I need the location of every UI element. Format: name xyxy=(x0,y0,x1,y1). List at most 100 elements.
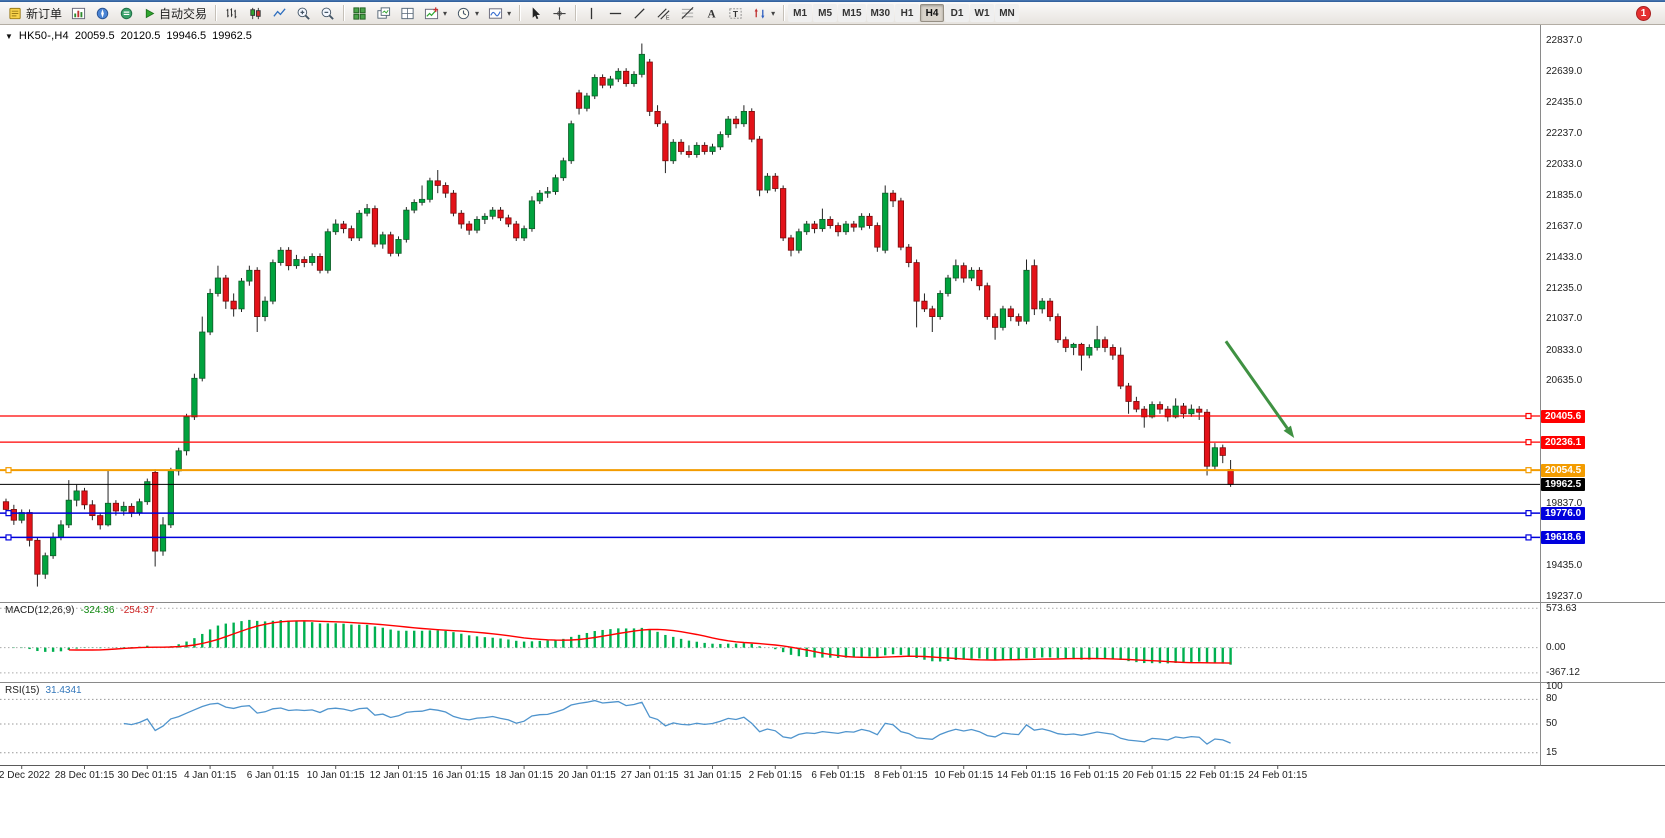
candle-body xyxy=(905,246,912,263)
low-value: 19946.5 xyxy=(166,30,207,42)
new-order-button[interactable]: 新订单 xyxy=(4,3,66,23)
autotrading-button[interactable]: 自动交易 xyxy=(139,3,211,23)
vertical-line-tool-button[interactable] xyxy=(580,3,603,23)
timeframe-button-h4[interactable]: H4 xyxy=(920,4,944,22)
candle-body xyxy=(411,202,418,211)
candle-body xyxy=(992,316,999,328)
candle-body xyxy=(81,490,88,506)
tile-windows-button[interactable] xyxy=(348,3,371,23)
cursor-button[interactable] xyxy=(524,3,547,23)
navigator-button[interactable] xyxy=(91,3,114,23)
line-handle[interactable] xyxy=(1525,467,1532,474)
candle-body xyxy=(630,73,638,85)
zoom-in-button[interactable] xyxy=(292,3,315,23)
candle-body xyxy=(403,209,410,240)
candle-body xyxy=(466,223,473,231)
label-tool-button[interactable]: T xyxy=(724,3,747,23)
line-handle[interactable] xyxy=(5,467,12,474)
terminal-button[interactable] xyxy=(115,3,138,23)
candle-body xyxy=(780,188,787,239)
candle-body xyxy=(481,215,488,220)
candle-body xyxy=(1172,405,1179,418)
line-handle[interactable] xyxy=(1525,439,1532,446)
candle-body xyxy=(795,231,802,251)
timeframe-button-m30[interactable]: M30 xyxy=(866,4,894,22)
charts-button[interactable] xyxy=(67,3,90,23)
channel-tool-button[interactable]: E xyxy=(652,3,675,23)
timeframe-button-m5[interactable]: M5 xyxy=(813,4,838,22)
arrows-tool-button[interactable]: ▾ xyxy=(748,3,779,23)
line-chart-type-button[interactable] xyxy=(268,3,291,23)
line-handle[interactable] xyxy=(1525,510,1532,517)
charts-icon xyxy=(71,6,86,21)
candle-body xyxy=(1156,404,1164,410)
candle-body xyxy=(889,192,897,202)
candle-body xyxy=(717,134,724,148)
candle-body xyxy=(685,151,693,155)
candle-body xyxy=(842,223,850,233)
crosshair-button[interactable] xyxy=(548,3,571,23)
candle-body xyxy=(426,180,434,200)
zoom-out-icon xyxy=(320,6,335,21)
line-handle[interactable] xyxy=(1525,534,1532,541)
horizontal-line-icon xyxy=(608,6,623,21)
candle-body xyxy=(332,223,339,233)
window-top-border xyxy=(0,0,1665,2)
candle-body xyxy=(607,78,614,86)
line-handle[interactable] xyxy=(1525,412,1532,420)
chevron-down-icon: ▾ xyxy=(507,8,512,18)
candle-body xyxy=(1078,343,1085,356)
fibonacci-tool-button[interactable] xyxy=(676,3,699,23)
candlestick-type-button[interactable] xyxy=(244,3,267,23)
trend-arrow[interactable] xyxy=(1224,340,1289,430)
horizontal-line-tool-button[interactable] xyxy=(604,3,627,23)
timeframe-button-d1[interactable]: D1 xyxy=(945,4,969,22)
templates-button[interactable]: ▾ xyxy=(484,3,515,23)
new-order-label: 新订单 xyxy=(26,6,63,21)
candle-body xyxy=(191,377,198,418)
trendline-tool-button[interactable] xyxy=(628,3,651,23)
timeframe-button-mn[interactable]: MN xyxy=(995,4,1019,22)
line-handle[interactable] xyxy=(5,510,12,517)
candle-body xyxy=(662,123,669,162)
svg-text:T: T xyxy=(733,8,739,18)
candle-body xyxy=(175,450,182,472)
indicators-button[interactable]: ▾ xyxy=(420,3,451,23)
trend-arrow-head[interactable] xyxy=(1283,425,1295,439)
candle-body xyxy=(379,234,386,245)
toolbar-separator xyxy=(783,5,785,21)
chart-collapse-icon[interactable]: ▼ xyxy=(5,31,13,41)
timeframe-button-m15[interactable]: M15 xyxy=(838,4,866,22)
text-tool-button[interactable]: A xyxy=(700,3,723,23)
toolbar-separator xyxy=(575,5,577,21)
line-handle[interactable] xyxy=(5,534,12,541)
navigator-icon xyxy=(95,6,110,21)
notification-badge[interactable]: 1 xyxy=(1636,5,1651,21)
bar-chart-type-button[interactable] xyxy=(220,3,243,23)
candle-body xyxy=(583,95,591,109)
candle-body xyxy=(26,512,33,541)
candle-body xyxy=(513,223,520,239)
arrange-windows-button[interactable] xyxy=(396,3,419,23)
cascade-windows-button[interactable] xyxy=(372,3,395,23)
timeframe-button-m1[interactable]: M1 xyxy=(788,4,813,22)
candle-body xyxy=(167,470,174,526)
candle-body xyxy=(552,177,559,193)
candle-body xyxy=(57,524,65,538)
rsi-header: RSI(15) 31.4341 xyxy=(5,685,82,696)
candle-body xyxy=(450,192,457,214)
candle-body xyxy=(835,225,842,233)
timeframe-button-w1[interactable]: W1 xyxy=(970,4,994,22)
candle-body xyxy=(952,265,959,279)
zoom-out-button[interactable] xyxy=(316,3,339,23)
candle-body xyxy=(1149,404,1156,418)
zoom-in-icon xyxy=(296,6,311,21)
candle-body xyxy=(623,70,630,85)
candle-body xyxy=(340,223,347,230)
timeframe-button-h1[interactable]: H1 xyxy=(895,4,919,22)
new-order-icon xyxy=(8,6,23,21)
periods-button[interactable]: ▾ xyxy=(452,3,483,23)
candle-body xyxy=(599,77,606,86)
candle-body xyxy=(136,501,143,513)
candle-body xyxy=(497,209,504,219)
